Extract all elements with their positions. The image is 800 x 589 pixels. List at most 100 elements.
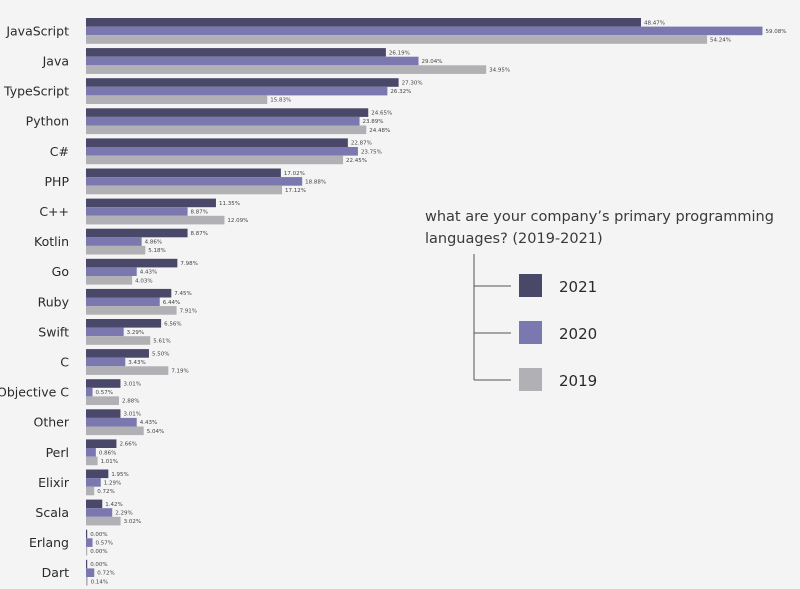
data-label: 4.43% (140, 420, 157, 426)
category-label: C (60, 355, 69, 370)
legend-swatch-2019 (519, 368, 542, 391)
bar-2020 (86, 26, 763, 36)
bar-2020 (86, 147, 358, 156)
data-label: 23.89% (363, 119, 384, 125)
data-label: 48.47% (644, 20, 665, 26)
bar-2021 (86, 559, 88, 569)
bar-2021 (86, 288, 172, 298)
category-label: Swift (38, 324, 69, 339)
data-label: 3.29% (127, 330, 144, 336)
bar-2019 (86, 426, 144, 436)
bar-2019 (86, 35, 708, 44)
data-label: 0.14% (91, 579, 108, 585)
data-label: 0.86% (99, 450, 116, 456)
data-label: 5.61% (153, 339, 170, 345)
category-label: Scala (35, 505, 69, 520)
data-label: 0.00% (90, 562, 107, 568)
bar-2020 (86, 177, 303, 186)
category-label: TypeScript (3, 84, 69, 99)
category-label: PHP (45, 174, 70, 189)
data-label: 17.12% (285, 188, 306, 194)
category-label: Erlang (29, 535, 69, 550)
bar-2019 (86, 516, 121, 526)
bar-2019 (86, 366, 169, 375)
bar-2021 (86, 228, 188, 238)
bar-2020 (86, 297, 160, 307)
bar-2019 (86, 486, 95, 496)
data-label: 0.72% (97, 571, 114, 577)
legend-label-2021: 2021 (559, 278, 597, 296)
bar-2020 (86, 387, 93, 397)
category-label: Kotlin (34, 234, 69, 249)
data-label: 2.66% (119, 442, 136, 448)
category-label: Other (34, 415, 70, 430)
data-label: 2.88% (122, 399, 139, 405)
bar-2019 (86, 546, 88, 556)
bar-2020 (86, 267, 137, 276)
category-label: Java (42, 54, 69, 69)
bar-2021 (86, 108, 369, 117)
chart-title-line-1: what are your company’s primary programm… (425, 209, 774, 225)
data-label: 1.95% (111, 472, 128, 478)
data-label: 1.01% (101, 459, 118, 465)
bar-2019 (86, 65, 487, 74)
data-label: 7.45% (174, 291, 191, 297)
data-label: 3.01% (123, 412, 140, 418)
data-label: 1.42% (105, 502, 122, 508)
bar-2020 (86, 508, 113, 517)
data-label: 4.43% (140, 270, 157, 276)
bar-2020 (86, 417, 137, 427)
category-label: Elixir (38, 475, 70, 490)
data-label: 2.29% (115, 511, 132, 517)
bar-2019 (86, 155, 344, 165)
bar-2019 (86, 306, 177, 315)
bar-2021 (86, 409, 121, 418)
bar-2021 (86, 18, 641, 27)
bar-2019 (86, 396, 119, 405)
chart-title-line-2: languages? (2019-2021) (425, 231, 603, 247)
data-label: 24.65% (371, 111, 392, 117)
bar-2021 (86, 439, 117, 448)
data-label: 4.86% (145, 240, 162, 246)
bar-2019 (86, 276, 133, 285)
data-label: 3.02% (124, 519, 141, 525)
bar-2021 (86, 349, 149, 358)
bar-2019 (86, 125, 367, 135)
data-label: 24.48% (369, 128, 390, 134)
bar-2020 (86, 237, 142, 246)
bar-2019 (86, 245, 146, 255)
bar-2021 (86, 198, 216, 208)
data-label: 3.01% (123, 382, 140, 388)
data-label: 23.75% (361, 149, 382, 155)
data-label: 7.91% (180, 308, 197, 314)
bar-2019 (86, 95, 268, 104)
bar-2020 (86, 448, 96, 457)
data-label: 5.04% (147, 429, 164, 435)
legend-swatch-2021 (519, 274, 542, 297)
bar-2019 (86, 215, 225, 225)
category-label: Objective C (0, 385, 69, 400)
legend-label-2019: 2019 (559, 372, 597, 390)
data-label: 15.83% (270, 98, 291, 104)
data-label: 12.09% (227, 218, 248, 224)
data-label: 22.45% (346, 158, 367, 164)
category-label: Perl (46, 445, 69, 460)
bar-2019 (86, 185, 283, 195)
data-label: 11.35% (219, 201, 240, 207)
bar-2020 (86, 538, 93, 547)
category-label: Dart (42, 565, 69, 580)
data-label: 0.00% (90, 549, 107, 555)
data-label: 59.08% (765, 29, 786, 35)
bar-2019 (86, 456, 98, 466)
bar-2021 (86, 48, 386, 57)
data-label: 3.43% (128, 360, 145, 366)
bar-2021 (86, 168, 281, 178)
data-label: 4.03% (135, 278, 152, 284)
bar-2021 (86, 258, 178, 268)
data-label: 29.04% (422, 59, 443, 65)
category-label: C# (50, 144, 69, 159)
data-label: 6.56% (164, 321, 181, 327)
bars: JavaScript 48.47% 59.08% 54.24% Java 26.19% 29… (0, 18, 786, 586)
data-label: 34.95% (489, 68, 510, 74)
data-label: 54.24% (710, 38, 731, 44)
